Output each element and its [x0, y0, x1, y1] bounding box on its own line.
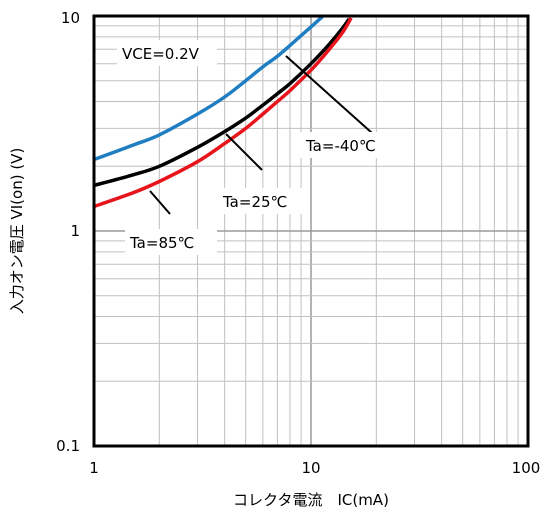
plot-frame	[92, 14, 530, 448]
series-label-85: Ta=85℃	[129, 234, 194, 252]
x-tick-label: 10	[301, 459, 320, 477]
callout-line-25	[225, 133, 263, 171]
condition-label: VCE=0.2V	[122, 45, 200, 63]
x-tick-labels: 1 10 100	[89, 459, 540, 477]
condition-label-bg	[117, 40, 217, 66]
series-label-25: Ta=25℃	[222, 193, 287, 211]
callout-line-85	[149, 190, 171, 215]
x-tick-label: 100	[512, 459, 541, 477]
series-label-85-bg	[125, 229, 217, 255]
series-line-2	[94, 17, 353, 209]
x-tick-label: 1	[89, 459, 99, 477]
y-axis-label: 入力オン電圧 VI(on) (V)	[8, 148, 26, 315]
series-label-25-bg	[218, 188, 310, 214]
series-label-minus40-bg	[300, 132, 398, 158]
series-label-minus40: Ta=-40℃	[305, 137, 376, 155]
series-lines	[94, 16, 353, 209]
annotations: VCE=0.2V Ta=-40℃ Ta=25℃ Ta=85℃	[117, 40, 398, 255]
callout-lines	[149, 55, 373, 215]
series-line-1	[94, 17, 351, 188]
y-tick-label: 1	[70, 222, 80, 240]
y-tick-labels: 0.1 1 10	[56, 9, 80, 455]
y-tick-label: 10	[61, 9, 80, 27]
callout-line-minus40	[285, 55, 373, 134]
grid	[94, 16, 528, 446]
x-axis-label: コレクタ電流 IC(mA)	[233, 491, 389, 509]
series-line-0	[94, 16, 326, 162]
y-tick-label: 0.1	[56, 437, 80, 455]
